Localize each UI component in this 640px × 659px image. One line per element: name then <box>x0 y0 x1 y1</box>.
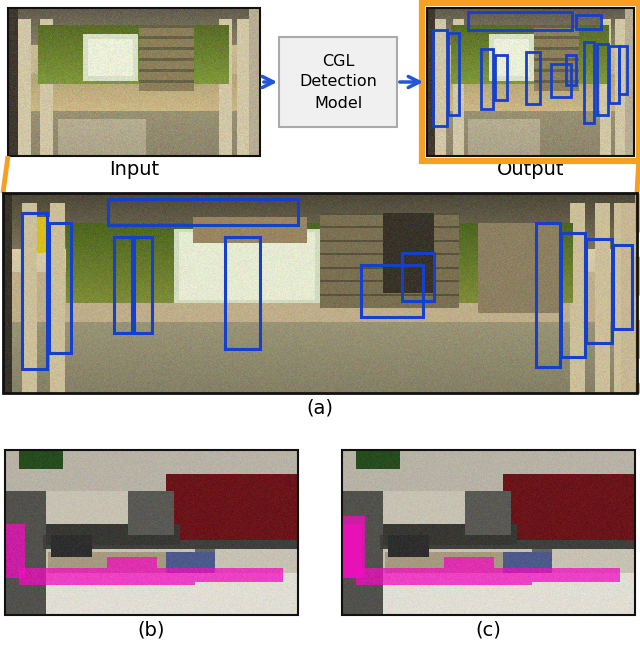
Bar <box>225 237 260 349</box>
Bar <box>576 15 601 29</box>
Bar <box>584 42 595 123</box>
Bar <box>596 43 607 115</box>
Bar <box>114 237 132 333</box>
Bar <box>5 450 298 615</box>
Bar <box>481 49 493 109</box>
Bar <box>536 223 559 367</box>
Bar <box>134 237 152 333</box>
Bar <box>495 55 507 100</box>
Text: CGL
Detection
Model: CGL Detection Model <box>299 53 377 111</box>
Bar <box>526 53 540 104</box>
Bar <box>448 33 459 115</box>
Bar <box>586 239 612 343</box>
Bar <box>8 8 260 156</box>
Bar <box>361 265 423 317</box>
Bar <box>342 450 635 615</box>
Bar <box>22 213 47 369</box>
Bar <box>422 3 639 161</box>
Bar <box>427 8 634 156</box>
Bar <box>609 47 619 103</box>
Text: (a): (a) <box>307 399 333 418</box>
Bar <box>433 30 447 127</box>
Bar <box>619 47 627 94</box>
Text: Input: Input <box>109 160 159 179</box>
Bar <box>561 233 585 357</box>
Bar <box>49 223 71 353</box>
Text: (c): (c) <box>476 621 501 640</box>
Text: Output: Output <box>497 160 564 179</box>
FancyBboxPatch shape <box>279 37 397 127</box>
Bar <box>403 253 434 301</box>
Bar <box>468 13 572 30</box>
Bar <box>551 64 571 97</box>
Bar <box>3 193 637 393</box>
Text: (b): (b) <box>138 621 165 640</box>
Bar <box>566 55 576 85</box>
Bar <box>108 199 298 225</box>
Bar <box>613 245 632 329</box>
